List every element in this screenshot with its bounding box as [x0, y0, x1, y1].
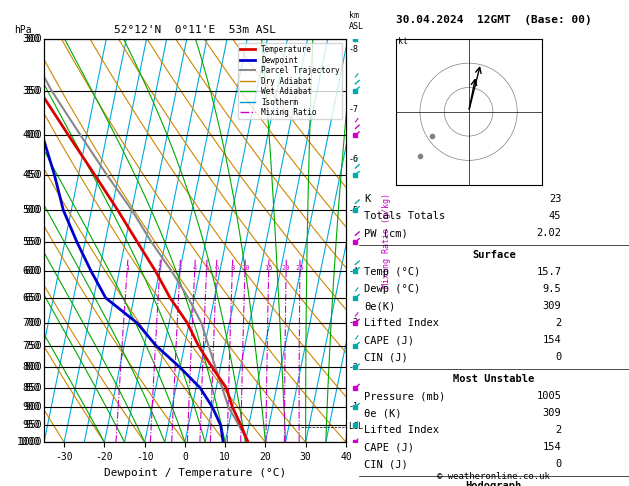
- Text: hPa: hPa: [14, 25, 31, 35]
- Text: CIN (J): CIN (J): [364, 459, 408, 469]
- Text: 15.7: 15.7: [537, 267, 561, 278]
- Text: 850: 850: [23, 383, 40, 393]
- Text: 900: 900: [25, 402, 42, 412]
- Text: 1000: 1000: [18, 437, 42, 447]
- Text: 400: 400: [25, 130, 42, 140]
- Text: 6: 6: [214, 265, 218, 271]
- Text: 700: 700: [25, 318, 42, 328]
- X-axis label: Dewpoint / Temperature (°C): Dewpoint / Temperature (°C): [104, 468, 286, 478]
- Text: 30.04.2024  12GMT  (Base: 00): 30.04.2024 12GMT (Base: 00): [396, 15, 592, 25]
- Text: 600: 600: [25, 266, 42, 276]
- Text: 8: 8: [230, 265, 235, 271]
- Text: LCL: LCL: [348, 422, 363, 432]
- Text: K: K: [364, 194, 370, 205]
- Text: -6: -6: [349, 155, 359, 164]
- Text: © weatheronline.co.uk: © weatheronline.co.uk: [437, 472, 550, 481]
- Text: θe(K): θe(K): [364, 301, 395, 312]
- Text: Lifted Index: Lifted Index: [364, 425, 439, 435]
- Text: 950: 950: [23, 420, 40, 430]
- Text: 154: 154: [543, 335, 561, 346]
- Text: 300: 300: [25, 34, 42, 44]
- Text: 2: 2: [555, 318, 561, 329]
- Text: 0: 0: [555, 352, 561, 363]
- Text: 300: 300: [23, 34, 40, 44]
- Text: PW (cm): PW (cm): [364, 228, 408, 239]
- Text: 309: 309: [543, 408, 561, 418]
- Text: Surface: Surface: [472, 250, 516, 260]
- Text: 15: 15: [264, 265, 273, 271]
- Text: 450: 450: [25, 170, 42, 180]
- Text: Lifted Index: Lifted Index: [364, 318, 439, 329]
- Text: -3: -3: [349, 318, 359, 327]
- Text: 3: 3: [178, 265, 182, 271]
- Text: 550: 550: [25, 237, 42, 247]
- Text: 450: 450: [23, 170, 40, 180]
- Text: 10: 10: [241, 265, 249, 271]
- Text: 45: 45: [549, 211, 561, 222]
- Text: Most Unstable: Most Unstable: [453, 374, 535, 384]
- Text: 950: 950: [25, 420, 42, 430]
- Text: 350: 350: [23, 86, 40, 96]
- Text: 1: 1: [125, 265, 129, 271]
- Text: 20: 20: [282, 265, 291, 271]
- Text: Pressure (mb): Pressure (mb): [364, 391, 445, 401]
- Text: θe (K): θe (K): [364, 408, 401, 418]
- Text: 800: 800: [25, 363, 42, 372]
- Text: 309: 309: [543, 301, 561, 312]
- Text: CAPE (J): CAPE (J): [364, 442, 414, 452]
- Text: 750: 750: [23, 341, 40, 351]
- Text: Dewp (°C): Dewp (°C): [364, 284, 420, 295]
- Text: -1: -1: [349, 402, 359, 412]
- Text: km
ASL: km ASL: [349, 11, 364, 31]
- Text: 2: 2: [555, 425, 561, 435]
- Text: Temp (°C): Temp (°C): [364, 267, 420, 278]
- Text: -8: -8: [349, 45, 359, 54]
- Text: 0: 0: [555, 459, 561, 469]
- Text: 154: 154: [543, 442, 561, 452]
- Text: 750: 750: [25, 341, 42, 351]
- Text: -2: -2: [349, 363, 359, 372]
- Text: 500: 500: [25, 205, 42, 215]
- Text: 550: 550: [23, 237, 40, 247]
- Text: CIN (J): CIN (J): [364, 352, 408, 363]
- Text: Totals Totals: Totals Totals: [364, 211, 445, 222]
- Text: 500: 500: [23, 205, 40, 215]
- Text: 700: 700: [23, 318, 40, 328]
- Text: kt: kt: [398, 37, 408, 46]
- Text: 5: 5: [204, 265, 209, 271]
- Text: 850: 850: [25, 383, 42, 393]
- Legend: Temperature, Dewpoint, Parcel Trajectory, Dry Adiabat, Wet Adiabat, Isotherm, Mi: Temperature, Dewpoint, Parcel Trajectory…: [238, 43, 342, 120]
- Text: -7: -7: [349, 104, 359, 114]
- Text: 23: 23: [549, 194, 561, 205]
- Text: 9.5: 9.5: [543, 284, 561, 295]
- Text: 1005: 1005: [537, 391, 561, 401]
- Text: 600: 600: [23, 266, 40, 276]
- Text: -4: -4: [349, 267, 359, 276]
- Text: 2: 2: [157, 265, 162, 271]
- Text: 4: 4: [192, 265, 197, 271]
- Text: CAPE (J): CAPE (J): [364, 335, 414, 346]
- Text: -5: -5: [349, 206, 359, 214]
- Text: 650: 650: [23, 293, 40, 303]
- Text: 400: 400: [23, 130, 40, 140]
- Text: 2.02: 2.02: [537, 228, 561, 239]
- Text: Hodograph: Hodograph: [465, 481, 522, 486]
- Text: 650: 650: [25, 293, 42, 303]
- Text: 25: 25: [296, 265, 304, 271]
- Text: 900: 900: [23, 402, 40, 412]
- Text: 1000: 1000: [16, 437, 40, 447]
- Text: 800: 800: [23, 363, 40, 372]
- Title: 52°12'N  0°11'E  53m ASL: 52°12'N 0°11'E 53m ASL: [114, 25, 276, 35]
- Text: Mixing Ratio (g/kg): Mixing Ratio (g/kg): [382, 193, 391, 288]
- Text: 350: 350: [25, 86, 42, 96]
